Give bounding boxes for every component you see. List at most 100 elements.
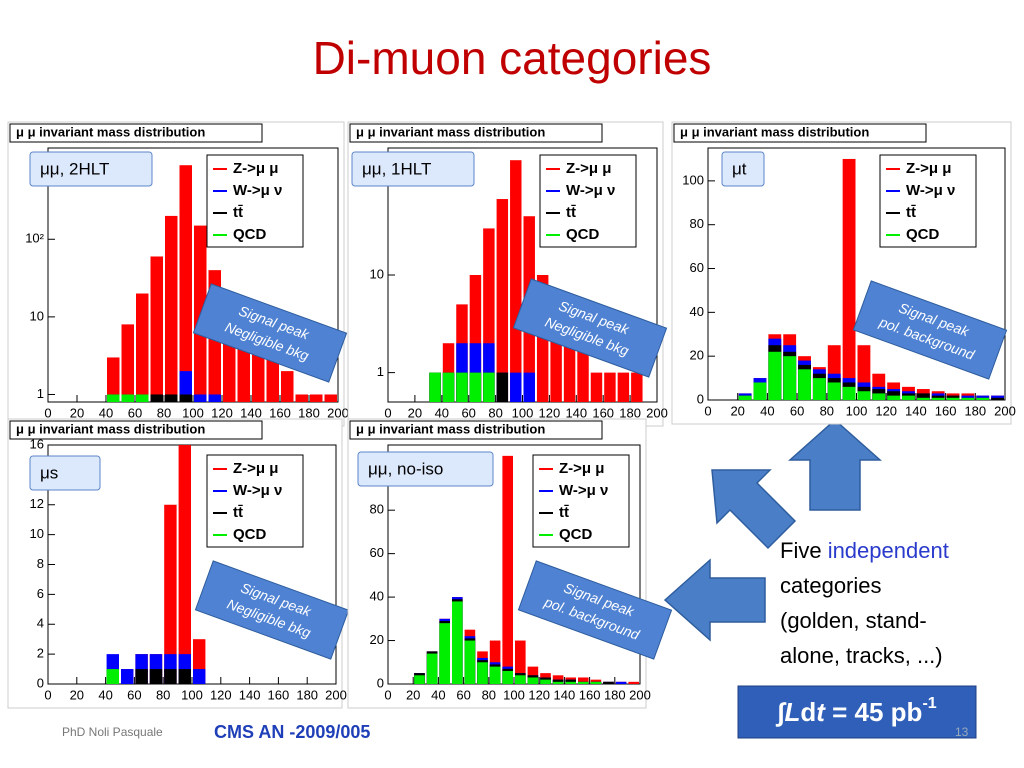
hist-bar [266,357,279,402]
legend-label: QCD [566,226,600,243]
hist-bar [510,372,522,402]
hist-bar [577,343,589,402]
annotation-box [512,278,668,378]
hist-bar [107,357,120,402]
hist-bar [414,675,425,684]
x-tick-label: 20 [406,687,420,702]
hist-bar [150,394,163,402]
hist-bar [842,158,856,400]
side-line: categories [780,573,882,598]
y-tick-label: 12 [30,496,44,511]
x-tick-label: 60 [128,405,142,420]
annotation-box [852,280,1008,380]
hist-bar [916,393,930,400]
legend-label: tt̄ [559,504,569,521]
x-tick-label: 180 [298,405,320,420]
hist-bar [165,394,178,402]
category-label: μμ, no-iso [368,459,443,478]
y-tick-label: 0 [377,675,384,690]
x-tick-label: 200 [646,405,668,420]
side-line: alone, tracks, ...) [780,643,943,668]
hist-bar [916,397,930,400]
hist-bar [578,677,589,684]
x-tick-label: 80 [156,687,170,702]
x-tick-label: 60 [127,687,141,702]
y-tick-label: 0 [37,675,44,690]
x-tick-label: 160 [935,403,957,418]
x-tick-label: 200 [325,687,347,702]
legend-label: Z->μ μ [566,160,611,177]
y-tick-label: 60 [370,545,384,560]
hist-bar [615,681,627,684]
hist-bar [442,372,455,402]
formula-l: L [784,697,800,727]
hist-bar [603,681,614,684]
hist-bar [768,351,782,400]
hist-bar [324,394,337,402]
hist-bar [281,371,294,402]
hist-bar [946,397,960,400]
x-tick-label: 120 [539,405,561,420]
y-tick-label: 10 [370,266,384,281]
category-box [357,451,494,487]
x-tick-label: 120 [210,687,232,702]
x-tick-label: 80 [482,687,496,702]
x-tick-label: 40 [760,403,774,418]
chart-header: μ μ invariant mass distribution [16,124,205,139]
x-tick-label: 180 [619,405,641,420]
formula-integral: ∫ [775,697,786,727]
x-tick-label: 140 [239,687,261,702]
hist-bar [510,160,522,402]
hist-bar [631,372,643,402]
side-highlight: independent [828,538,949,563]
page-number: 13 [955,725,969,739]
hist-bar [628,681,639,684]
footer-author: PhD Noli Pasquale [62,725,163,739]
x-tick-label: 120 [528,687,550,702]
legend-label: W->μ ν [566,182,615,199]
x-tick-label: 60 [461,405,475,420]
hist-bar [483,228,495,402]
hist-bar [827,382,841,400]
header-box [9,123,263,143]
x-tick-label: 140 [905,403,927,418]
x-tick-label: 0 [44,405,51,420]
header-box [9,420,263,440]
hist-bar [887,395,901,400]
header-box [673,123,927,143]
hist-bar [178,445,191,684]
hist-bar [179,371,192,402]
hist-bar [179,394,192,402]
hist-bar [753,382,767,400]
hist-bar [164,504,177,684]
hist-bar [783,356,797,400]
hist-bar [477,662,488,684]
y-tick-label: 100 [682,172,704,187]
hist-bar [456,372,468,402]
hist-bar [502,670,513,684]
legend-label: QCD [233,226,267,243]
category-label: μμ, 1HLT [362,159,431,178]
x-tick-label: 160 [579,687,601,702]
hist-bar [617,372,630,402]
x-tick-label: 20 [70,405,84,420]
legend-box [532,454,630,548]
x-tick-label: 160 [592,405,614,420]
legend-label: tt̄ [233,204,243,221]
x-tick-label: 140 [240,405,262,420]
x-tick-label: 0 [704,403,711,418]
x-tick-label: 180 [604,687,626,702]
hist-bar [976,397,990,400]
hist-bar [164,669,177,684]
x-tick-label: 40 [99,405,113,420]
category-box [351,151,475,187]
hist-bar [193,669,206,684]
legend-label: Z->μ μ [233,160,278,177]
hist-bar [496,199,509,402]
header-box [349,123,603,143]
legend-label: W->μ ν [559,482,608,499]
hist-bar [194,394,207,402]
x-tick-label: 120 [211,405,233,420]
hist-bar [107,394,120,402]
